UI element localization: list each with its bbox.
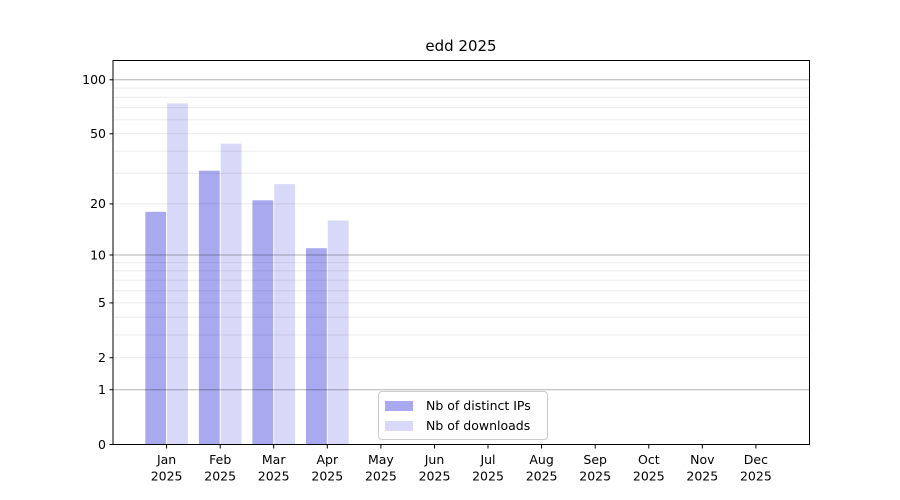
bar-downloads xyxy=(167,103,188,445)
x-tick-label-month: Apr xyxy=(316,452,338,467)
plot-frame xyxy=(112,60,810,445)
bar-distinct-ips xyxy=(198,170,220,445)
bar-distinct-ips xyxy=(306,248,327,445)
x-tick-label-month: Jun xyxy=(424,452,445,467)
x-tick-label-year: 2025 xyxy=(204,469,236,484)
bars-layer xyxy=(145,103,349,445)
bar-downloads xyxy=(274,184,295,445)
x-tick-label-month: May xyxy=(368,452,394,467)
ticks-layer: 0 1 2 5 10 20 50 100 Jan 2025 Feb 2025 Mar 2025 Apr 202… xyxy=(82,72,772,483)
y-tick-label: 0 xyxy=(98,437,106,452)
legend-swatch-downloads-icon xyxy=(385,420,413,431)
x-tick-label-year: 2025 xyxy=(151,469,183,484)
y-tick-label: 2 xyxy=(98,350,106,365)
x-tick-label-month: Nov xyxy=(690,452,715,467)
x-tick-label-month: Mar xyxy=(262,452,286,467)
x-tick-label-year: 2025 xyxy=(258,469,290,484)
y-tick-label: 5 xyxy=(98,295,106,310)
legend: Nb of distinct IPs Nb of downloads xyxy=(378,391,548,440)
bar-downloads xyxy=(327,220,349,445)
x-tick-label-month: Oct xyxy=(638,452,660,467)
grid-layer xyxy=(113,79,810,391)
y-tick-label: 100 xyxy=(82,72,106,87)
x-tick-label-year: 2025 xyxy=(311,469,343,484)
legend-swatch-distinct-ips-icon xyxy=(385,400,413,411)
y-tick-label: 10 xyxy=(90,247,106,262)
x-tick-label-month: Dec xyxy=(744,452,768,467)
y-tick-label: 20 xyxy=(90,196,106,211)
y-tick-label: 1 xyxy=(98,382,106,397)
bar-distinct-ips xyxy=(252,200,274,445)
bar-distinct-ips xyxy=(145,211,167,445)
x-tick-label-year: 2025 xyxy=(633,469,665,484)
x-tick-label-month: Jul xyxy=(479,452,495,467)
x-tick-label-year: 2025 xyxy=(686,469,718,484)
legend-label-distinct-ips: Nb of distinct IPs xyxy=(426,398,531,413)
chart-title: edd 2025 xyxy=(425,37,496,55)
x-tick-label-year: 2025 xyxy=(579,469,611,484)
x-tick-label-month: Feb xyxy=(209,452,231,467)
x-tick-label-month: Aug xyxy=(529,452,553,467)
x-tick-label-month: Sep xyxy=(583,452,607,467)
bar-downloads xyxy=(220,143,242,445)
x-tick-label-year: 2025 xyxy=(740,469,772,484)
y-tick-label: 50 xyxy=(90,126,106,141)
x-tick-label-year: 2025 xyxy=(419,469,451,484)
legend-label-downloads: Nb of downloads xyxy=(426,418,531,433)
legend-item-distinct-ips: Nb of distinct IPs xyxy=(385,397,531,414)
legend-item-downloads: Nb of downloads xyxy=(385,417,531,434)
x-tick-label-year: 2025 xyxy=(365,469,397,484)
x-tick-label-month: Jan xyxy=(156,452,176,467)
x-tick-label-year: 2025 xyxy=(472,469,504,484)
x-tick-label-year: 2025 xyxy=(526,469,558,484)
